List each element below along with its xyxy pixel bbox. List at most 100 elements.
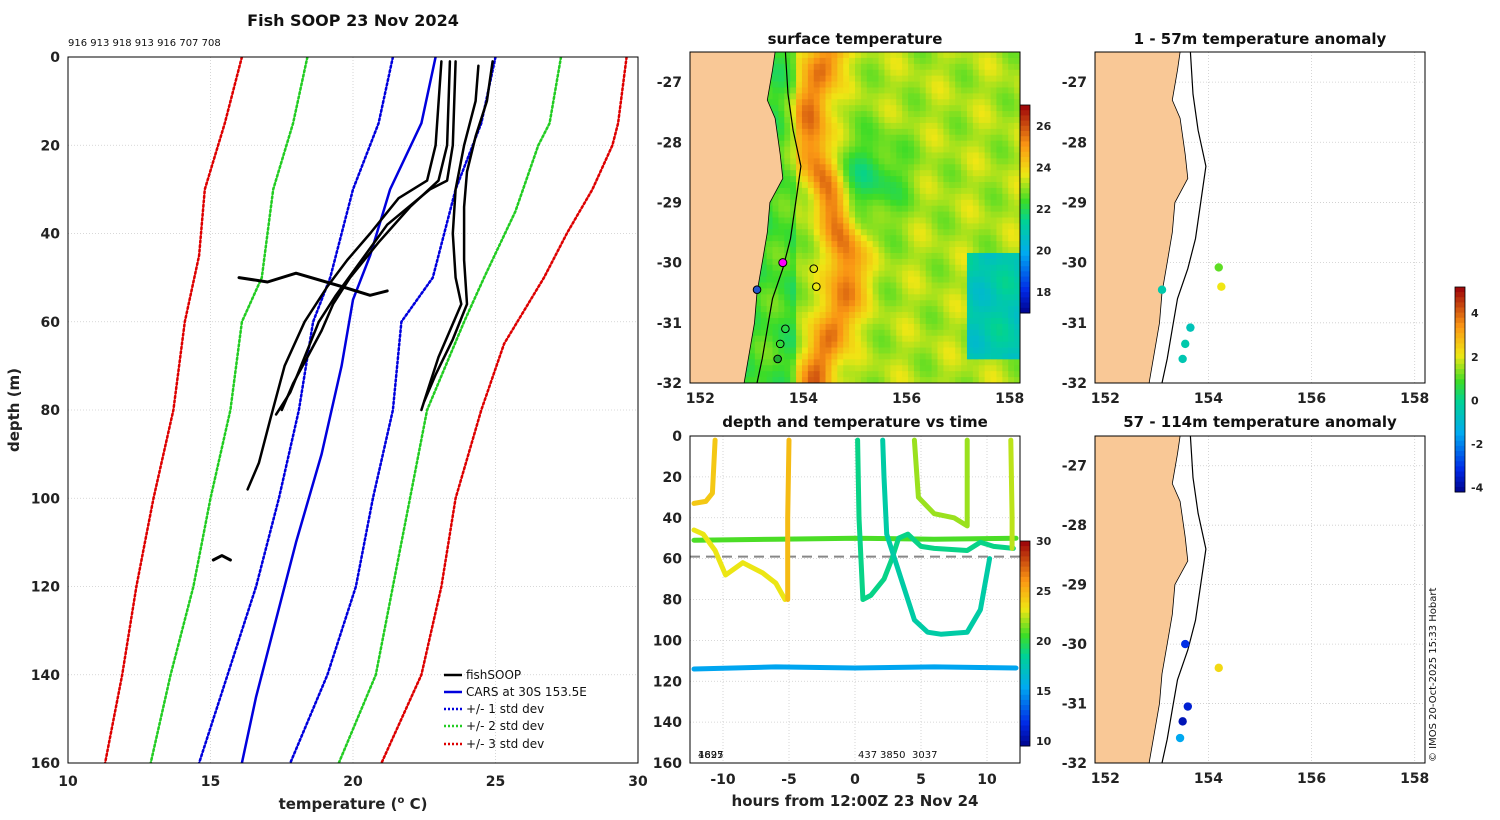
sst-cell [1014,187,1020,195]
sst-cell [748,341,756,348]
sst-cell [978,252,986,260]
sst-cell [961,63,968,71]
sst-cell [961,288,968,295]
sst-cell [978,176,986,183]
sst-cell [931,365,938,372]
sst-cell [855,329,862,337]
sst-cell [913,223,921,230]
sst-cell [807,371,815,378]
sst-cell [896,341,903,348]
y-tick-label: 40 [663,511,683,527]
sst-cell [790,235,797,242]
sst-cell [919,341,927,348]
sst-cell [884,170,891,177]
sst-cell [784,52,791,59]
sst-cell [943,158,950,165]
sst-cell [754,294,762,301]
sst-cell [866,276,874,283]
sst-cell [807,217,815,224]
sst-cell [819,152,826,159]
sst-cell [949,282,956,289]
sst-cell [925,359,932,366]
sst-cell [890,323,897,331]
sst-cell [913,182,921,189]
sst-cell [896,63,903,71]
sst-cell [843,182,850,189]
sst-cell [925,93,932,100]
sst-cell [919,312,927,319]
sst-cell [825,223,832,230]
sst-cell [931,371,938,378]
sst-cell [966,252,974,260]
sst-cell [884,211,891,218]
sst-cell [866,217,874,224]
sst-cell [813,276,821,283]
sst-cell [961,81,968,88]
sst-cell [984,335,991,343]
sst-cell [784,69,791,77]
legend-std3: +/- 3 std dev [466,737,544,751]
sst-cell [902,99,909,106]
sst-cell [860,128,868,136]
sst-cell [996,312,1003,319]
colorbar-segment [1455,363,1465,370]
sst-cell [931,158,938,165]
sst-cell [996,241,1003,248]
sst-cell [766,353,773,360]
sst-cell [966,323,974,331]
sst-cell [955,122,962,130]
sst-cell [884,258,891,266]
sst-cell [913,170,921,177]
sst-cell [872,205,879,212]
sst-cell [937,52,944,59]
x-tick-label: 10 [977,772,997,788]
anom-deep-title: 57 - 114m temperature anomaly [1123,413,1397,431]
sst-cell [984,187,991,195]
sst-cell [990,111,997,118]
sst-cell [972,258,980,266]
sst-cell [908,347,915,354]
sst-cell [1014,205,1020,212]
sst-cell [955,187,962,195]
sst-cell [837,81,844,88]
sst-cell [843,93,850,100]
sst-cell [825,264,832,272]
sst-cell [908,300,915,307]
sst-cell [996,111,1003,118]
sst-cell [878,252,885,260]
track-c4 [1008,437,1015,551]
sst-cell [949,164,956,171]
sst-cell [772,111,779,118]
sst-cell [796,288,803,295]
sst-cell [955,164,962,171]
colorbar-segment [1020,628,1030,634]
sst-cell [1002,229,1009,236]
sst-cell [913,294,921,301]
sst-cell [931,229,938,236]
sst-cell [943,52,950,59]
sst-cell [743,371,750,378]
sst-cell [796,187,803,195]
sst-cell [1002,199,1009,207]
sst-cell [1002,317,1009,325]
sst-cell [949,323,956,331]
colorbar-segment [1020,105,1030,111]
sst-cell [796,152,803,159]
sst-cell [796,247,803,254]
sst-cell [961,270,968,278]
sst-cell [843,300,850,307]
sst-cell [825,306,832,313]
sst-cell [878,235,885,242]
sst-cell [855,347,862,354]
sst-cell [801,211,809,218]
sst-cell [996,365,1003,372]
sst-cell [902,235,909,242]
colorbar-segment [1455,476,1465,483]
sst-cell [766,377,773,383]
sst-cell [996,235,1003,242]
sst-cell [1008,276,1015,283]
sst-cell [801,282,809,289]
sst-cell [860,235,868,242]
colorbar-segment [1020,125,1030,132]
sst-cell [796,81,803,88]
